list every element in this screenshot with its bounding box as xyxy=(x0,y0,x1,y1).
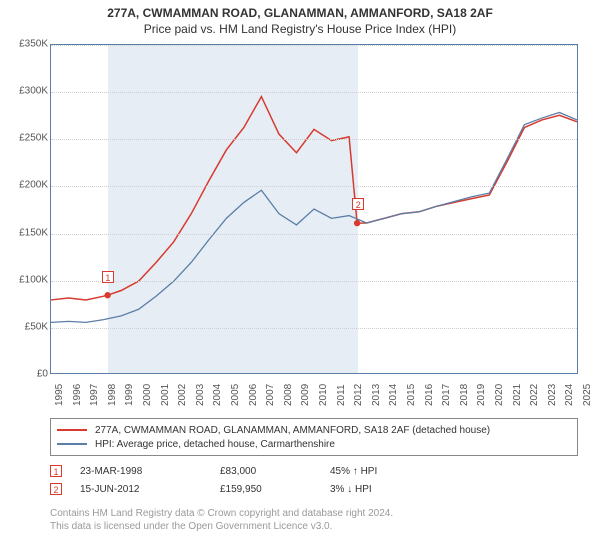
xtick-label: 2013 xyxy=(371,384,382,406)
xtick-label: 2015 xyxy=(406,384,417,406)
ytick-label: £250K xyxy=(0,133,48,144)
gridline xyxy=(51,234,577,235)
footer-line-2: This data is licensed under the Open Gov… xyxy=(50,521,578,534)
gridline xyxy=(51,328,577,329)
xtick-label: 1999 xyxy=(124,384,135,406)
sale-row-marker: 1 xyxy=(50,465,62,477)
sale-row: 1 23-MAR-1998£83,00045% ↑ HPI xyxy=(50,462,578,480)
xtick-label: 2021 xyxy=(512,384,523,406)
xtick-label: 2020 xyxy=(494,384,505,406)
chart-title: 277A, CWMAMMAN ROAD, GLANAMMAN, AMMANFOR… xyxy=(0,6,600,20)
xtick-label: 2001 xyxy=(160,384,171,406)
xtick-label: 2025 xyxy=(582,384,593,406)
xtick-label: 2007 xyxy=(265,384,276,406)
sale-date: 23-MAR-1998 xyxy=(80,466,220,477)
xtick-label: 2000 xyxy=(142,384,153,406)
xtick-label: 2005 xyxy=(230,384,241,406)
gridline xyxy=(51,45,577,46)
xtick-label: 2018 xyxy=(459,384,470,406)
sale-row-marker: 2 xyxy=(50,483,62,495)
legend-label: 277A, CWMAMMAN ROAD, GLANAMMAN, AMMANFOR… xyxy=(95,425,490,436)
footer-line-1: Contains HM Land Registry data © Crown c… xyxy=(50,508,578,521)
xtick-label: 1996 xyxy=(72,384,83,406)
legend: 277A, CWMAMMAN ROAD, GLANAMMAN, AMMANFOR… xyxy=(50,418,578,456)
series-property_price xyxy=(51,97,577,300)
xtick-label: 2008 xyxy=(283,384,294,406)
xtick-label: 2014 xyxy=(388,384,399,406)
ytick-label: £150K xyxy=(0,227,48,238)
xtick-label: 2016 xyxy=(424,384,435,406)
gridline xyxy=(51,139,577,140)
xtick-label: 2009 xyxy=(300,384,311,406)
xtick-label: 2004 xyxy=(212,384,223,406)
footer: Contains HM Land Registry data © Crown c… xyxy=(50,508,578,533)
sale-price: £83,000 xyxy=(220,466,330,477)
xtick-label: 1998 xyxy=(107,384,118,406)
sale-marker-box: 2 xyxy=(352,198,364,210)
xtick-label: 2012 xyxy=(353,384,364,406)
xtick-label: 1997 xyxy=(89,384,100,406)
sale-price: £159,950 xyxy=(220,484,330,495)
title-block: 277A, CWMAMMAN ROAD, GLANAMMAN, AMMANFOR… xyxy=(0,0,600,37)
gridline xyxy=(51,92,577,93)
sale-marker-dot xyxy=(104,292,110,298)
legend-label: HPI: Average price, detached house, Carm… xyxy=(95,439,335,450)
xtick-label: 2002 xyxy=(177,384,188,406)
xtick-label: 2011 xyxy=(336,384,347,406)
legend-item: HPI: Average price, detached house, Carm… xyxy=(57,437,571,451)
ytick-label: £0 xyxy=(0,369,48,380)
ytick-label: £200K xyxy=(0,180,48,191)
xtick-label: 2024 xyxy=(564,384,575,406)
sale-row: 2 15-JUN-2012£159,9503% ↓ HPI xyxy=(50,480,578,498)
ytick-label: £350K xyxy=(0,39,48,50)
sale-delta: 3% ↓ HPI xyxy=(330,484,372,495)
xtick-label: 2017 xyxy=(441,384,452,406)
xtick-label: 2023 xyxy=(547,384,558,406)
ytick-label: £50K xyxy=(0,321,48,332)
xtick-label: 2022 xyxy=(529,384,540,406)
sale-marker-dot xyxy=(354,220,360,226)
xtick-label: 2019 xyxy=(476,384,487,406)
gridline xyxy=(51,186,577,187)
xtick-label: 2003 xyxy=(195,384,206,406)
legend-item: 277A, CWMAMMAN ROAD, GLANAMMAN, AMMANFOR… xyxy=(57,423,571,437)
sale-date: 15-JUN-2012 xyxy=(80,484,220,495)
xtick-label: 2006 xyxy=(248,384,259,406)
ytick-label: £100K xyxy=(0,274,48,285)
legend-swatch xyxy=(57,429,87,431)
sale-delta: 45% ↑ HPI xyxy=(330,466,377,477)
sales-table: 1 23-MAR-1998£83,00045% ↑ HPI 2 15-JUN-2012… xyxy=(50,462,578,498)
plot-area: 12 xyxy=(50,44,578,374)
xtick-label: 2010 xyxy=(318,384,329,406)
legend-swatch xyxy=(57,443,87,445)
xtick-label: 1995 xyxy=(54,384,65,406)
sale-marker-box: 1 xyxy=(102,271,114,283)
gridline xyxy=(51,281,577,282)
ytick-label: £300K xyxy=(0,86,48,97)
chart-container: 277A, CWMAMMAN ROAD, GLANAMMAN, AMMANFOR… xyxy=(0,0,600,560)
series-svg xyxy=(51,45,577,373)
series-hpi xyxy=(51,112,577,322)
chart-subtitle: Price paid vs. HM Land Registry's House … xyxy=(0,22,600,36)
